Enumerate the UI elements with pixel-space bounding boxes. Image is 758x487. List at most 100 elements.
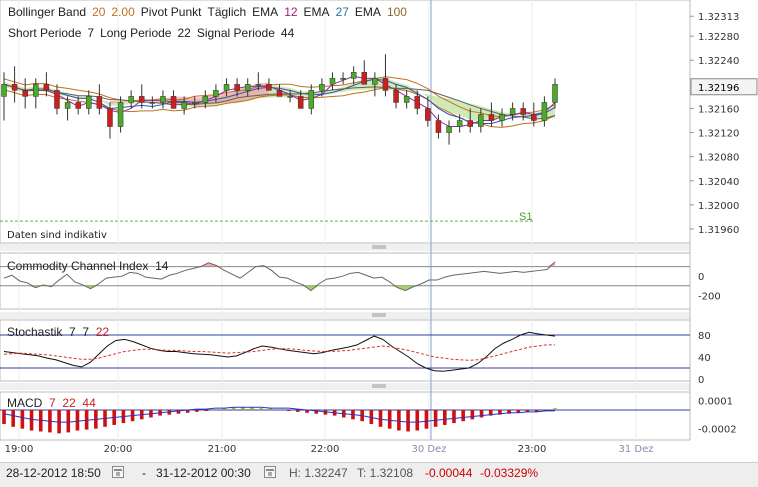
candle-body [255, 84, 262, 86]
y-tick-label: 1.32000 [698, 201, 739, 212]
macd-histogram-bar [516, 410, 521, 413]
candle-body [54, 90, 60, 109]
current-price-label: 1.32196 [698, 83, 739, 94]
candle-body [287, 96, 293, 98]
stoch-y-label: 80 [698, 331, 711, 342]
macd-histogram-bar [29, 410, 34, 431]
candle-body [117, 102, 124, 127]
cci-y-label: 0 [698, 272, 704, 283]
candle-body [403, 96, 410, 103]
candle-body [170, 96, 177, 109]
cci-y-label: -200 [698, 291, 721, 302]
macd-histogram-bar [406, 410, 410, 432]
candle-body [499, 114, 505, 121]
macd-histogram-bar [461, 410, 465, 422]
candle-body [202, 96, 209, 103]
candle-body [372, 78, 378, 85]
legend1-token: 27 [335, 5, 349, 19]
legend1-token: 20 [92, 5, 106, 19]
macd-histogram-bar [498, 410, 502, 415]
macd-histogram-bar [534, 410, 539, 412]
candle-body [382, 78, 389, 91]
candle-body [350, 72, 357, 79]
legend2-token: 44 [280, 26, 295, 40]
x-tick-label: 23:00 [518, 444, 547, 455]
legend-line-1: Bollinger Band 20 2.00 Pivot Punkt Täglich EM… [8, 5, 413, 19]
candle-body [393, 90, 399, 103]
candle-body [1, 84, 7, 97]
macd-histogram-bar [479, 410, 484, 418]
candle-body [96, 96, 103, 109]
macd-histogram-bar [443, 410, 447, 425]
y-tick-label: 1.32313 [698, 12, 739, 23]
calendar-from-icon[interactable] [112, 466, 124, 478]
macd-histogram-bar [488, 410, 493, 416]
candle-body [478, 114, 484, 127]
x-tick-label: 31 Dez [618, 444, 653, 455]
footer-change: -0.00044 [425, 466, 473, 480]
candle-body [64, 102, 71, 109]
status-bar [0, 462, 758, 487]
legend1-token: EMA [303, 5, 330, 19]
indicative-notice: Daten sind indikativ [7, 230, 107, 241]
bollinger-upper [3, 76, 556, 118]
candle-body [425, 108, 431, 121]
legend2-token: 7 [87, 26, 95, 40]
macd-histogram-bar [2, 410, 6, 424]
right-axis [690, 0, 758, 462]
y-tick-label: 1.32080 [698, 153, 739, 164]
candle-body [107, 108, 113, 127]
chart-canvas: 19:00 20:00 21:00 22:00 30 Dez 23:00 31 Dez 1.3… [0, 0, 758, 462]
x-tick-label: 21:00 [208, 444, 237, 455]
x-tick-label: 20:00 [104, 444, 133, 455]
candle-body [509, 108, 516, 115]
panel-frame [0, 0, 691, 244]
candle-body [531, 114, 537, 121]
candle-body [541, 102, 548, 121]
candle-body [308, 90, 315, 109]
macd-histogram-bar [553, 408, 557, 410]
legend1-token: Bollinger Band [8, 5, 87, 19]
macd-histogram-bar [268, 408, 273, 410]
footer-low: T: 1.32108 [357, 466, 414, 480]
macd-title: MACD 7 22 44 [7, 396, 96, 410]
splitter [0, 383, 690, 390]
current-price-tag [690, 78, 758, 96]
macd-histogram-bar [296, 410, 300, 412]
candle-body [149, 102, 156, 104]
legend-line-2: Short Periode 7 Long Periode 22 Signal Perio… [8, 26, 300, 40]
stoch-d-line [3, 344, 555, 361]
macd-histogram-bar [387, 410, 392, 429]
legend1-token: Pivot Punkt [140, 5, 202, 19]
x-tick-label: 19:00 [5, 444, 34, 455]
candle-body [213, 90, 219, 97]
candle-body [234, 84, 240, 91]
legend1-token: EMA [252, 5, 279, 19]
candle-body [319, 84, 325, 91]
macd-histogram-bar [250, 407, 254, 410]
footer-change-pct: -0.03329% [480, 466, 539, 480]
pivot-s1-label: S1 [519, 211, 533, 223]
macd-histogram-bar [286, 410, 291, 411]
macd-histogram-bar [213, 409, 218, 411]
candle-body [276, 90, 283, 97]
macd-y-label: 0.0001 [698, 397, 733, 408]
macd-histogram-bar [397, 410, 401, 431]
macd-histogram-bar [415, 410, 420, 431]
candle-body [139, 96, 145, 103]
candle-body [22, 90, 28, 97]
candle-body [297, 96, 304, 109]
macd-histogram-bar [231, 407, 236, 410]
y-tick-label: 1.32040 [698, 177, 739, 188]
candle-body [11, 84, 18, 91]
candle-body [33, 84, 39, 97]
calendar-to-icon[interactable] [264, 466, 276, 478]
stoch-title: Stochastik 7 7 22 [7, 325, 110, 339]
legend2-token: Signal Periode [196, 26, 275, 40]
splitter [0, 312, 690, 319]
candle-body [128, 96, 134, 103]
candle-body [160, 96, 166, 103]
y-tick-label: 1.31960 [698, 225, 739, 236]
legend1-token: 2.00 [111, 5, 135, 19]
legend1-token: EMA [354, 5, 381, 19]
